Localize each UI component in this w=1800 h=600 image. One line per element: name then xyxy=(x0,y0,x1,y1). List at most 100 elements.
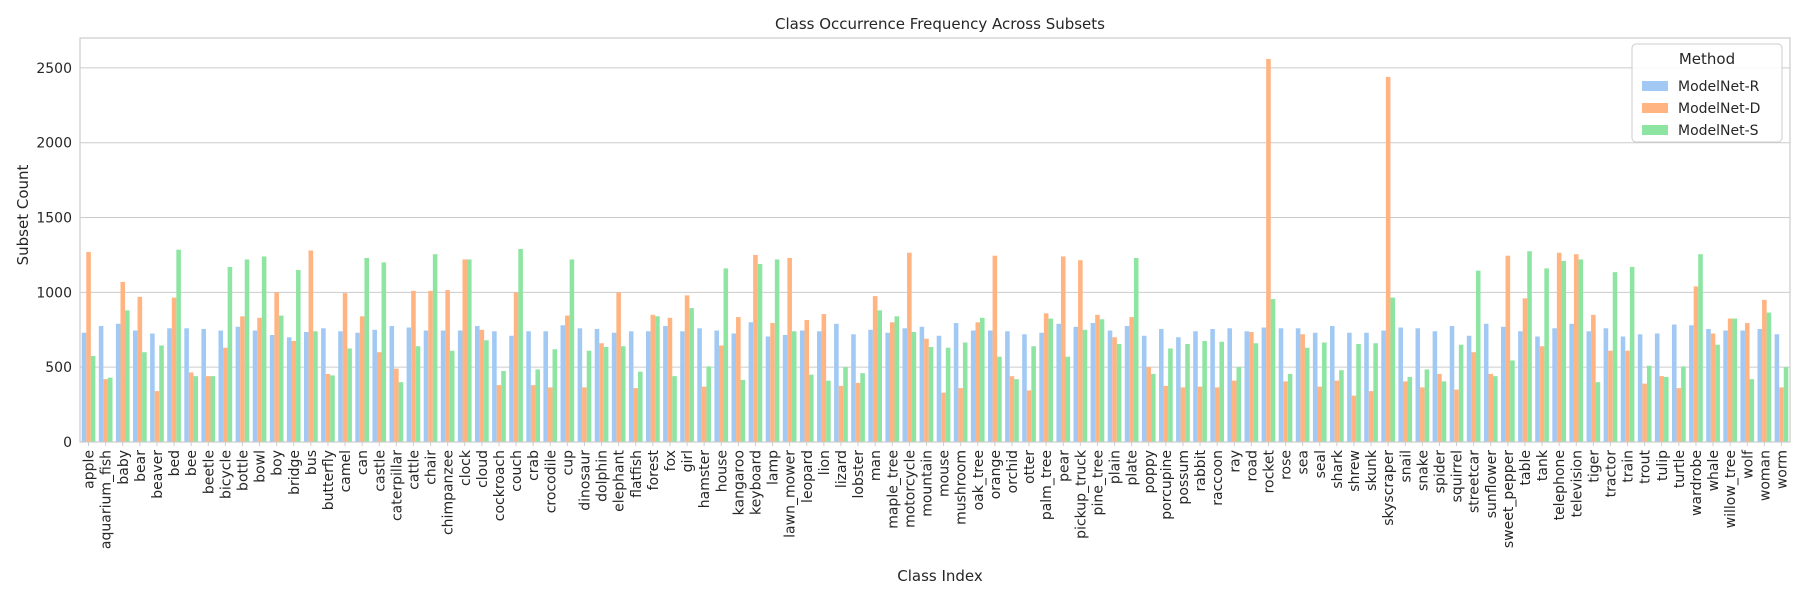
x-tick-label: maple_tree xyxy=(885,450,901,529)
bar xyxy=(1099,319,1105,442)
x-tick-label: table xyxy=(1518,450,1534,485)
x-tick-label: lion xyxy=(817,450,833,475)
bar xyxy=(599,343,604,442)
bar xyxy=(765,336,771,442)
bar xyxy=(1608,350,1613,442)
x-tick-label: seal xyxy=(1313,450,1329,478)
bar xyxy=(484,340,489,442)
bar xyxy=(1283,381,1288,442)
bar xyxy=(1402,381,1408,442)
bar xyxy=(457,330,463,442)
bar xyxy=(1214,387,1220,442)
bar xyxy=(1270,299,1276,442)
legend-swatch xyxy=(1642,81,1668,91)
bar xyxy=(697,328,702,442)
bar xyxy=(347,348,352,442)
bar xyxy=(1339,370,1344,442)
bar xyxy=(1014,379,1019,442)
x-tick-label: clock xyxy=(458,449,474,486)
bar xyxy=(1368,391,1374,442)
x-tick-label: telephone xyxy=(1552,450,1568,520)
y-tick-label: 1000 xyxy=(36,285,72,301)
bar xyxy=(1766,312,1772,442)
bar xyxy=(1744,323,1750,442)
bar xyxy=(975,322,981,442)
x-tick-label: raccoon xyxy=(1210,450,1226,506)
x-tick-label: woman xyxy=(1757,450,1773,501)
bar xyxy=(646,331,651,442)
bar xyxy=(1569,323,1574,442)
bar xyxy=(799,330,805,442)
x-tick-label: plate xyxy=(1125,450,1141,485)
bar xyxy=(672,376,677,442)
bar xyxy=(941,392,946,442)
x-tick-label: kangaroo xyxy=(731,450,747,515)
legend-swatch xyxy=(1642,125,1668,135)
bar xyxy=(885,332,890,442)
bar xyxy=(770,323,775,442)
bar xyxy=(235,326,241,442)
x-tick-label: crocodile xyxy=(543,450,559,513)
bar xyxy=(936,335,942,442)
x-tick-label: rose xyxy=(1279,450,1295,480)
bar xyxy=(701,386,707,442)
bar xyxy=(1762,299,1767,442)
bar xyxy=(1022,334,1027,442)
x-tick-label: sunflower xyxy=(1484,450,1500,518)
x-tick-label: castle xyxy=(372,450,388,492)
bar xyxy=(1654,333,1660,442)
bar xyxy=(423,330,429,442)
bar xyxy=(304,332,309,442)
x-tick-label: ray xyxy=(1227,450,1243,473)
x-tick-label: mushroom xyxy=(954,450,970,525)
bar xyxy=(120,281,126,442)
bar xyxy=(889,322,895,442)
bar xyxy=(81,332,87,442)
bar xyxy=(1629,266,1635,442)
x-tick-label: couch xyxy=(509,450,525,492)
x-tick-label: boy xyxy=(270,450,286,476)
x-tick-label: bicycle xyxy=(218,450,234,499)
bar xyxy=(962,342,968,442)
bar xyxy=(1573,254,1579,442)
bar xyxy=(633,388,639,442)
bar xyxy=(680,331,685,442)
bar xyxy=(1774,334,1780,442)
bar xyxy=(1561,260,1566,442)
bar xyxy=(1249,332,1254,442)
bar xyxy=(440,330,446,442)
y-tick-label: 1500 xyxy=(36,211,72,227)
bar xyxy=(706,366,711,442)
bar xyxy=(586,350,592,442)
bar xyxy=(731,333,737,442)
bar xyxy=(475,326,480,442)
x-tick-label: possum xyxy=(1176,450,1192,505)
bar xyxy=(748,322,754,442)
bar xyxy=(1210,329,1215,442)
x-tick-label: bee xyxy=(184,450,200,476)
bar xyxy=(1432,331,1438,442)
bar xyxy=(1334,380,1340,442)
bar xyxy=(1005,331,1010,442)
bar xyxy=(628,331,634,442)
x-tick-label: chair xyxy=(424,450,440,485)
x-tick-label: motorcycle xyxy=(902,450,918,528)
bar xyxy=(924,338,929,442)
bar xyxy=(851,334,856,442)
bar xyxy=(1073,326,1079,442)
bar xyxy=(167,328,172,442)
legend-title: Method xyxy=(1679,50,1735,68)
bar xyxy=(1116,343,1122,442)
bar xyxy=(723,268,729,442)
bar xyxy=(928,346,934,442)
gridlines xyxy=(80,67,1790,443)
bar xyxy=(877,310,882,442)
bar xyxy=(376,352,382,442)
y-tick-labels: 0 500 1000 1500 2000 2500 xyxy=(36,61,72,451)
bar xyxy=(535,369,540,442)
bar xyxy=(1706,329,1711,442)
bar xyxy=(992,255,998,442)
bar xyxy=(1783,367,1789,442)
bar xyxy=(518,248,523,442)
